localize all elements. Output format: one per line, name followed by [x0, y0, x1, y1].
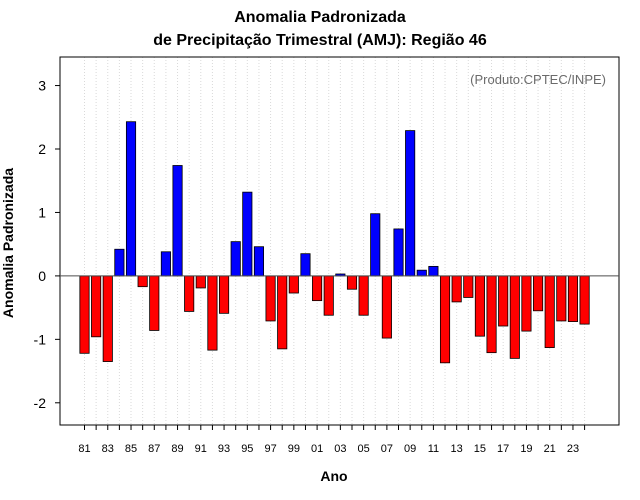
bar-1996 [253, 246, 265, 277]
x-tick-label: 97 [264, 443, 276, 455]
bar-2022 [556, 275, 567, 322]
x-tick-label: 83 [102, 443, 114, 455]
bar-1999 [288, 275, 299, 294]
y-axis-label: Anomalia Padronizada [0, 168, 16, 318]
bar-2010 [416, 269, 427, 277]
x-tick-label: 21 [544, 443, 556, 455]
bar-1997 [265, 275, 276, 322]
bar-1995 [242, 191, 253, 277]
bar-1986 [137, 275, 148, 288]
bar-1982 [91, 275, 102, 338]
bar-1988 [160, 251, 171, 277]
bar-2012 [439, 275, 451, 364]
bar-1987 [149, 275, 160, 331]
x-tick-label: 23 [567, 443, 579, 455]
y-tick-label: -2 [34, 395, 47, 411]
x-tick-label: 93 [218, 443, 230, 455]
y-axis: -2 -1 0 1 2 3 [34, 78, 60, 411]
x-tick-label: 89 [171, 443, 183, 455]
x-tick-label: 09 [404, 443, 416, 455]
bar-1985 [125, 121, 137, 277]
bar-1981 [79, 275, 90, 354]
y-tick-label: 2 [38, 141, 46, 157]
bar-2020 [533, 275, 544, 312]
bar-2023 [567, 275, 579, 322]
x-tick-label: 91 [195, 443, 207, 455]
bar-2002 [323, 275, 334, 316]
bar-2024 [579, 275, 590, 325]
chart-subtitle: de Precipitação Trimestral (AMJ): Região… [153, 32, 487, 49]
bar-2016 [486, 275, 497, 354]
x-tick-label: 17 [497, 443, 509, 455]
bar-1983 [102, 275, 113, 362]
x-axis: 81 83 85 87 89 91 93 95 97 99 01 03 05 07 09 11 13 15 17 19… [78, 425, 586, 455]
bar-2019 [521, 275, 532, 332]
bar-2008 [393, 228, 404, 277]
bar-2013 [451, 275, 462, 303]
bar-2001 [312, 275, 323, 302]
bar-2005 [358, 275, 369, 316]
x-tick-label: 19 [520, 443, 532, 455]
bar-2009 [405, 130, 416, 277]
y-tick-label: 3 [38, 78, 46, 94]
x-axis-label: Ano [320, 468, 347, 484]
bar-2000 [300, 253, 311, 277]
bar-2014 [463, 275, 474, 298]
y-tick-label: 1 [38, 204, 46, 220]
bar-1991 [195, 275, 206, 289]
x-tick-label: 11 [428, 443, 439, 455]
bar-2017 [498, 275, 509, 327]
bar-1992 [207, 275, 218, 351]
chart-title: Anomalia Padronizada [234, 9, 406, 26]
x-tick-label: 95 [241, 443, 253, 455]
bar-1989 [172, 165, 183, 277]
x-tick-label: 87 [148, 443, 160, 455]
y-tick-label: -1 [34, 331, 47, 347]
bar-2021 [544, 275, 555, 348]
bar-1984 [114, 248, 125, 277]
bar-2006 [370, 213, 381, 277]
bar-2011 [428, 265, 439, 277]
x-tick-label: 99 [288, 443, 300, 455]
x-tick-label: 81 [78, 443, 90, 455]
y-tick-label: 0 [38, 268, 46, 284]
x-tick-label: 85 [125, 443, 137, 455]
bar-2007 [381, 275, 392, 339]
x-tick-label: 15 [474, 443, 486, 455]
vertical-grid [84, 57, 586, 425]
bar-2018 [509, 275, 520, 359]
bar-2015 [474, 275, 485, 337]
x-tick-label: 07 [381, 443, 393, 455]
plot-frame [59, 56, 620, 426]
bar-1993 [219, 275, 230, 314]
x-tick-label: 05 [357, 443, 369, 455]
bar-1990 [184, 275, 195, 312]
x-tick-label: 03 [334, 443, 346, 455]
x-tick-label: 13 [451, 443, 463, 455]
bar-1998 [277, 275, 288, 350]
bars [79, 121, 590, 364]
bar-2004 [346, 275, 358, 290]
bar-1994 [230, 241, 241, 277]
x-tick-label: 01 [311, 443, 323, 455]
credit-annotation: (Produto:CPTEC/INPE) [470, 72, 606, 87]
